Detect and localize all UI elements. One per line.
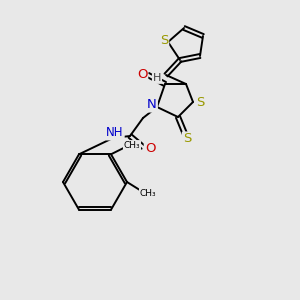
Text: S: S [183,133,191,146]
Text: O: O [145,142,155,155]
Text: O: O [137,68,147,82]
Text: S: S [160,34,168,47]
Text: H: H [153,73,161,83]
Text: NH: NH [106,127,124,140]
Text: CH₃: CH₃ [140,188,156,197]
Text: N: N [147,98,157,112]
Text: CH₃: CH₃ [124,141,140,150]
Text: S: S [196,97,204,110]
